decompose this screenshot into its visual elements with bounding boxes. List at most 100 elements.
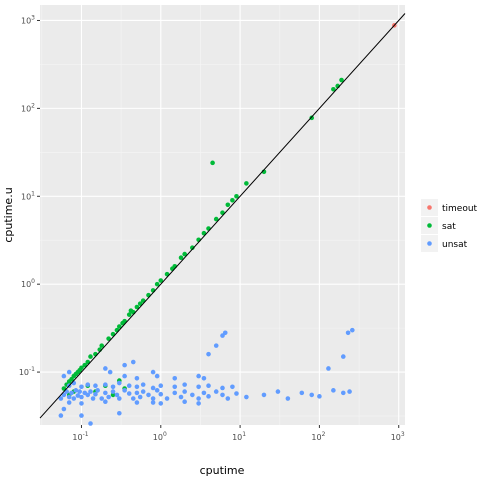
- x-axis-ticks: 10-1 100 101 102 103: [72, 425, 405, 442]
- unsat-point: [90, 396, 96, 401]
- unsat-point: [146, 392, 151, 398]
- unsat-point: [85, 382, 91, 387]
- unsat-point: [222, 330, 228, 336]
- unsat-point: [340, 354, 346, 359]
- unsat-point: [103, 399, 108, 405]
- sat-point: [110, 392, 116, 398]
- sat-point: [178, 255, 184, 261]
- unsat-point: [73, 388, 79, 393]
- unsat-point: [309, 392, 315, 398]
- unsat-point: [196, 384, 201, 390]
- legend-sat-label: sat: [442, 222, 456, 232]
- sat-point: [117, 324, 122, 329]
- unsat-point: [182, 382, 187, 387]
- unsat-point: [99, 396, 105, 401]
- y-tick-label: 103: [21, 14, 35, 25]
- minor-grid: [40, 5, 405, 425]
- unsat-point: [220, 392, 225, 398]
- unsat-point: [172, 375, 178, 381]
- unsat-point: [103, 390, 108, 396]
- legend-sat-marker: [427, 223, 432, 228]
- sat-point: [225, 202, 231, 208]
- unsat-point: [66, 369, 72, 375]
- unsat-point: [134, 390, 140, 396]
- y-tick-label: 10-1: [19, 366, 35, 377]
- unsat-point: [225, 396, 231, 401]
- sat-point: [339, 77, 344, 83]
- legend-timeout-marker: [427, 205, 432, 210]
- unsat-point: [61, 392, 67, 398]
- unsat-point: [106, 394, 111, 400]
- unsat-point: [164, 396, 170, 401]
- unsat-point: [66, 400, 72, 405]
- unsat-point: [190, 392, 195, 398]
- unsat-point: [103, 366, 108, 371]
- unsat-point: [182, 389, 187, 394]
- unsat-point: [58, 413, 64, 418]
- unsat-point: [137, 394, 143, 400]
- sat-point: [182, 251, 187, 257]
- legend: timeout sat unsat: [421, 199, 478, 252]
- y-tick-label: 101: [21, 190, 35, 201]
- reference-line: [39, 13, 406, 419]
- unsat-point: [326, 366, 331, 371]
- unsat-point: [154, 388, 160, 393]
- unsat-point: [126, 391, 132, 396]
- unsat-point: [117, 410, 122, 416]
- unsat-point: [61, 406, 67, 412]
- major-grid: [40, 5, 405, 425]
- sat-point: [234, 193, 239, 199]
- unsat-point: [75, 393, 81, 398]
- y-tick-label: 100: [21, 278, 35, 289]
- unsat-point: [206, 383, 211, 388]
- y-axis-ticks: 10-1 100 101 102 103: [19, 14, 40, 377]
- unsat-point: [213, 343, 219, 348]
- unsat-point: [79, 384, 84, 390]
- unsat-point: [158, 391, 164, 397]
- unsat-point: [158, 383, 164, 388]
- unsat-point: [206, 351, 211, 357]
- unsat-point: [71, 396, 77, 401]
- x-axis-title: cputime: [200, 464, 245, 477]
- unsat-point: [134, 375, 140, 381]
- unsat-point: [182, 399, 187, 405]
- unsat-point: [88, 389, 93, 394]
- unsat-point: [77, 389, 82, 394]
- unsat-point: [347, 389, 352, 394]
- unsat-point: [150, 400, 156, 405]
- unsat-point: [107, 369, 113, 375]
- unsat-point: [140, 389, 146, 394]
- unsat-point: [150, 369, 156, 375]
- unsat-point: [285, 396, 291, 401]
- unsat-point: [196, 401, 201, 406]
- unsat-point: [350, 327, 355, 333]
- sat-point: [126, 312, 132, 317]
- unsat-point: [79, 394, 84, 400]
- unsat-point: [130, 396, 136, 401]
- unsat-point: [103, 382, 108, 387]
- unsat-point: [93, 383, 98, 388]
- unsat-point: [117, 396, 122, 401]
- x-tick-label: 103: [391, 431, 405, 442]
- sat-point: [137, 301, 143, 306]
- unsat-point: [122, 373, 127, 379]
- unsat-point: [114, 392, 120, 398]
- sat-point: [106, 336, 111, 341]
- unsat-point: [110, 384, 116, 390]
- unsat-point: [158, 401, 164, 406]
- unsat-point: [85, 392, 91, 398]
- unsat-point: [220, 333, 225, 338]
- unsat-point: [66, 394, 72, 400]
- sat-point: [213, 216, 219, 222]
- unsat-point: [95, 388, 100, 393]
- unsat-point: [172, 384, 178, 390]
- unsat-point: [201, 390, 207, 396]
- x-tick-label: 101: [232, 431, 246, 442]
- unsat-point: [213, 389, 219, 394]
- sat-point: [331, 86, 336, 92]
- legend-timeout-label: timeout: [442, 204, 478, 214]
- unsat-point: [117, 380, 122, 386]
- unsat-point: [93, 391, 98, 397]
- x-tick-label: 100: [153, 431, 167, 442]
